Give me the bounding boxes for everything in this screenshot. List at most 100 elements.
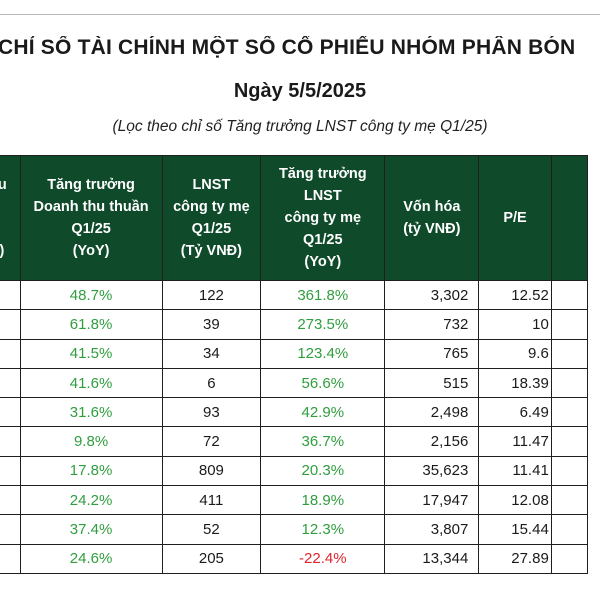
column-header-line: Đ) xyxy=(0,240,20,262)
table-body: 48.7% 122 361.8% 3,302 12.52 61.8% 39 273.5% 732… xyxy=(0,279,589,574)
cell-pe: 11.47 xyxy=(478,426,552,457)
cell-profit-growth: 56.6% xyxy=(260,367,386,399)
table-row: 61.8% 39 273.5% 732 10 xyxy=(0,309,589,340)
cell-profit-growth: 12.3% xyxy=(260,514,386,545)
cell-mcap: 765 xyxy=(384,338,480,369)
column-header-mcap: Vốn hóa (tỷ VNĐ) xyxy=(384,155,480,281)
table-row: 24.6% 205 -22.4% 13,344 27.89 xyxy=(0,543,589,574)
table-row: 48.7% 122 361.8% 3,302 12.52 xyxy=(0,279,589,311)
cell-cut xyxy=(0,367,21,399)
column-header-cut xyxy=(550,155,589,281)
cell-profit: 72 xyxy=(161,426,262,457)
cell-rev-growth: 41.6% xyxy=(19,367,163,399)
cell-cut xyxy=(0,279,21,311)
cell-cut xyxy=(0,338,21,369)
report-title-text: CHỈ SỐ TÀI CHÍNH MỘT SỐ CỔ PHIẾU NHÓM PH… xyxy=(0,36,576,59)
cell-cut xyxy=(550,485,589,516)
cell-cut xyxy=(550,426,589,457)
table-row: 9.8% 72 36.7% 2,156 11.47 xyxy=(0,426,589,457)
column-header-line: Q1/25 xyxy=(71,221,111,237)
column-header-line: (YoY) xyxy=(304,254,342,270)
column-header-profit: LNST công ty mẹ Q1/25 (Tỷ VNĐ) xyxy=(161,155,262,281)
cell-cut xyxy=(0,309,21,340)
column-header-line: LNST xyxy=(192,177,231,193)
cell-cut xyxy=(0,397,21,428)
cell-pe: 9.6 xyxy=(478,338,552,369)
cell-cut xyxy=(550,543,589,574)
table-row: 41.5% 34 123.4% 765 9.6 xyxy=(0,338,589,369)
cell-profit-growth: 18.9% xyxy=(260,485,386,516)
cell-profit: 411 xyxy=(161,485,262,516)
report-subtitle: (Lọc theo chỉ số Tăng trưởng LNST công t… xyxy=(112,118,488,135)
cell-profit: 122 xyxy=(161,279,262,311)
column-header-line: LNST xyxy=(303,188,342,204)
cell-profit-growth: 42.9% xyxy=(260,397,386,428)
report-date: Ngày 5/5/2025 xyxy=(233,80,367,102)
cell-cut xyxy=(550,338,589,369)
column-header-line: (YoY) xyxy=(72,243,110,259)
cell-cut xyxy=(0,455,21,487)
cell-cut xyxy=(550,279,589,311)
cell-cut xyxy=(0,514,21,545)
column-header-line: Q1/25 xyxy=(191,221,232,237)
table-row: 24.2% 411 18.9% 17,947 12.08 xyxy=(0,485,589,516)
column-header-rev-growth: Tăng trưởng Doanh thu thuần Q1/25 (YoY) xyxy=(19,155,163,281)
cell-profit: 34 xyxy=(161,338,262,369)
table-row: 17.8% 809 20.3% 35,623 11.41 xyxy=(0,455,589,487)
cell-pe: 6.49 xyxy=(478,397,552,428)
report-title: CHỈ SỐ TÀI CHÍNH MỘT SỐ CỔ PHIẾU NHÓM PH… xyxy=(0,36,600,66)
table-header-row: hu Đ) Tăng trưởng Doanh thu thuần Q1/25 (YoY… xyxy=(0,155,589,281)
cell-pe: 12.08 xyxy=(478,485,552,516)
column-header-pe: P/E xyxy=(478,155,552,281)
cell-pe: 27.89 xyxy=(478,543,552,574)
cell-cut xyxy=(550,367,589,399)
cell-mcap: 3,302 xyxy=(384,279,480,311)
cell-mcap: 3,807 xyxy=(384,514,480,545)
cell-cut xyxy=(550,455,589,487)
cell-profit-growth: 361.8% xyxy=(260,279,386,311)
cell-cut xyxy=(550,514,589,545)
column-header-line: (Tỷ VNĐ) xyxy=(180,243,242,259)
column-header-line: Vốn hóa xyxy=(403,199,461,215)
column-header-line: P/E xyxy=(503,210,527,226)
table-row: 31.6% 93 42.9% 2,498 6.49 xyxy=(0,397,589,428)
cell-mcap: 2,498 xyxy=(384,397,480,428)
cell-rev-growth: 9.8% xyxy=(19,426,163,457)
cell-profit: 52 xyxy=(161,514,262,545)
table-row: 37.4% 52 12.3% 3,807 15.44 xyxy=(0,514,589,545)
column-header-line: hu xyxy=(0,177,7,193)
cell-profit: 39 xyxy=(161,309,262,340)
cell-rev-growth: 24.6% xyxy=(19,543,163,574)
table-row: 41.6% 6 56.6% 515 18.39 xyxy=(0,367,589,399)
column-header-rev-partial: hu Đ) xyxy=(0,155,21,281)
column-header-line: Q1/25 xyxy=(303,232,343,248)
cell-pe: 11.41 xyxy=(478,455,552,487)
column-header-line: Doanh thu thuần xyxy=(33,199,149,215)
cell-profit: 205 xyxy=(161,543,262,574)
cell-profit: 809 xyxy=(161,455,262,487)
cell-profit-growth: 36.7% xyxy=(260,426,386,457)
cell-cut xyxy=(0,426,21,457)
top-rule xyxy=(0,14,600,15)
cell-pe: 15.44 xyxy=(478,514,552,545)
cell-rev-growth: 41.5% xyxy=(19,338,163,369)
cell-mcap: 515 xyxy=(384,367,480,399)
column-header-line xyxy=(0,218,20,240)
cell-rev-growth: 37.4% xyxy=(19,514,163,545)
cell-mcap: 13,344 xyxy=(384,543,480,574)
cell-pe: 18.39 xyxy=(478,367,552,399)
cell-rev-growth: 31.6% xyxy=(19,397,163,428)
cell-cut xyxy=(550,309,589,340)
cell-mcap: 35,623 xyxy=(384,455,480,487)
cell-pe: 12.52 xyxy=(478,279,552,311)
column-header-line: Tăng trưởng xyxy=(278,166,367,182)
cell-profit-growth: 20.3% xyxy=(260,455,386,487)
cell-cut xyxy=(0,485,21,516)
cell-mcap: 732 xyxy=(384,309,480,340)
cell-rev-growth: 48.7% xyxy=(19,279,163,311)
column-header-line: công ty mẹ xyxy=(284,210,362,226)
cell-cut xyxy=(0,543,21,574)
cell-mcap: 2,156 xyxy=(384,426,480,457)
cell-profit-growth: -22.4% xyxy=(260,543,386,574)
financial-table: hu Đ) Tăng trưởng Doanh thu thuần Q1/25 (YoY… xyxy=(0,155,589,574)
